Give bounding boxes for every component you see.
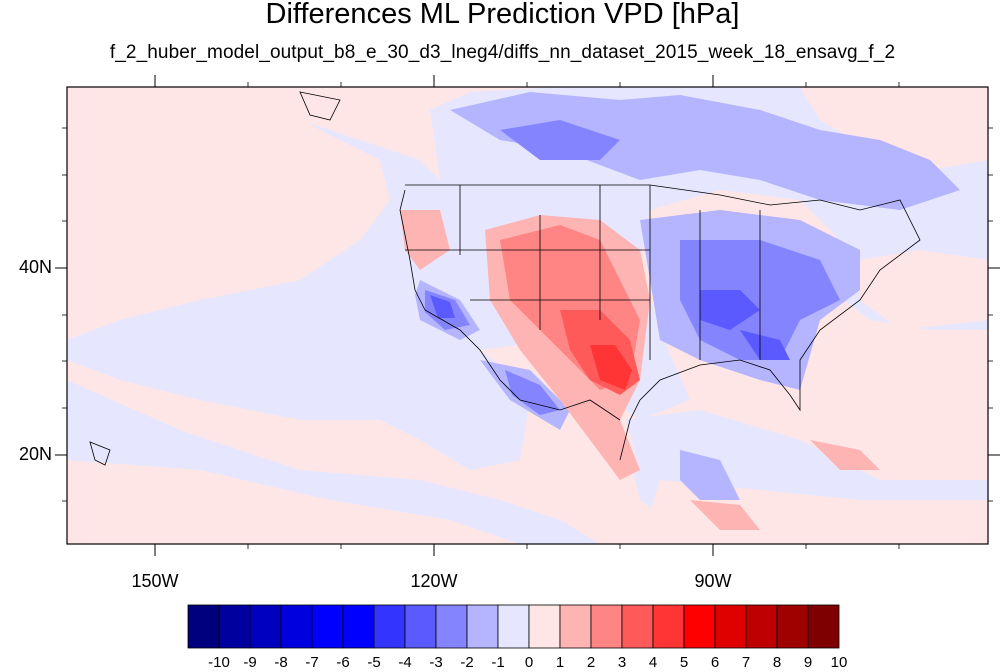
colorbar-label: 3: [617, 654, 627, 671]
colorbar-box: [249, 604, 282, 649]
colorbar-box: [342, 604, 375, 649]
colorbar-label: -3: [429, 654, 443, 671]
colorbar-label: 4: [648, 654, 658, 671]
colorbar-box: [373, 604, 406, 649]
colorbar-box: [187, 604, 220, 649]
colorbar-label: 2: [586, 654, 596, 671]
colorbar-label: 1: [555, 654, 565, 671]
colorbar-box: [466, 604, 499, 649]
colorbar: [187, 604, 840, 649]
field-blue-4: [430, 290, 790, 360]
colorbar-label: 0: [524, 654, 534, 671]
colorbar-label: 8: [772, 654, 782, 671]
colorbar-label: 9: [803, 654, 813, 671]
colorbar-label: -2: [460, 654, 474, 671]
colorbar-box: [528, 604, 561, 649]
colorbar-box: [590, 604, 623, 649]
colorbar-label: 5: [679, 654, 689, 671]
field-red-5: [590, 345, 632, 390]
colorbar-box: [714, 604, 747, 649]
colorbar-box: [745, 604, 778, 649]
colorbar-label: 10: [830, 654, 848, 671]
colorbar-label: -6: [336, 654, 350, 671]
colorbar-box: [311, 604, 344, 649]
map-frame: [66, 86, 989, 545]
lon-label-120w: 120W: [410, 571, 458, 591]
map-subtitle: f_2_huber_model_output_b8_e_30_d3_lneg4/…: [109, 42, 896, 63]
colorbar-box: [559, 604, 592, 649]
lon-label-150w: 150W: [131, 571, 179, 591]
colorbar-box: [652, 604, 685, 649]
lon-label-90w: 90W: [694, 571, 732, 591]
coastlines-and-borders: [89, 91, 921, 466]
colorbar-box: [404, 604, 437, 649]
map-title: Differences ML Prediction VPD [hPa]: [265, 0, 740, 30]
colorbar-box: [683, 604, 716, 649]
lat-label-20n: 20N: [19, 444, 53, 464]
colorbar-label: -8: [274, 654, 288, 671]
colorbar-label: -10: [208, 654, 230, 671]
colorbar-box: [621, 604, 654, 649]
colorbar-label: 6: [710, 654, 720, 671]
lat-label-40n: 40N: [19, 257, 53, 277]
colorbar-box: [807, 604, 840, 649]
map-field: [67, 87, 988, 544]
colorbar-label: -9: [243, 654, 257, 671]
colorbar-label: -1: [491, 654, 505, 671]
colorbar-box: [776, 604, 809, 649]
colorbar-box: [435, 604, 468, 649]
colorbar-box: [497, 604, 530, 649]
colorbar-label: -4: [398, 654, 412, 671]
colorbar-box: [280, 604, 313, 649]
colorbar-box: [218, 604, 251, 649]
tick-marks: [55, 75, 1000, 556]
colorbar-label: 7: [741, 654, 751, 671]
colorbar-label: -5: [367, 654, 381, 671]
colorbar-label: -7: [305, 654, 319, 671]
